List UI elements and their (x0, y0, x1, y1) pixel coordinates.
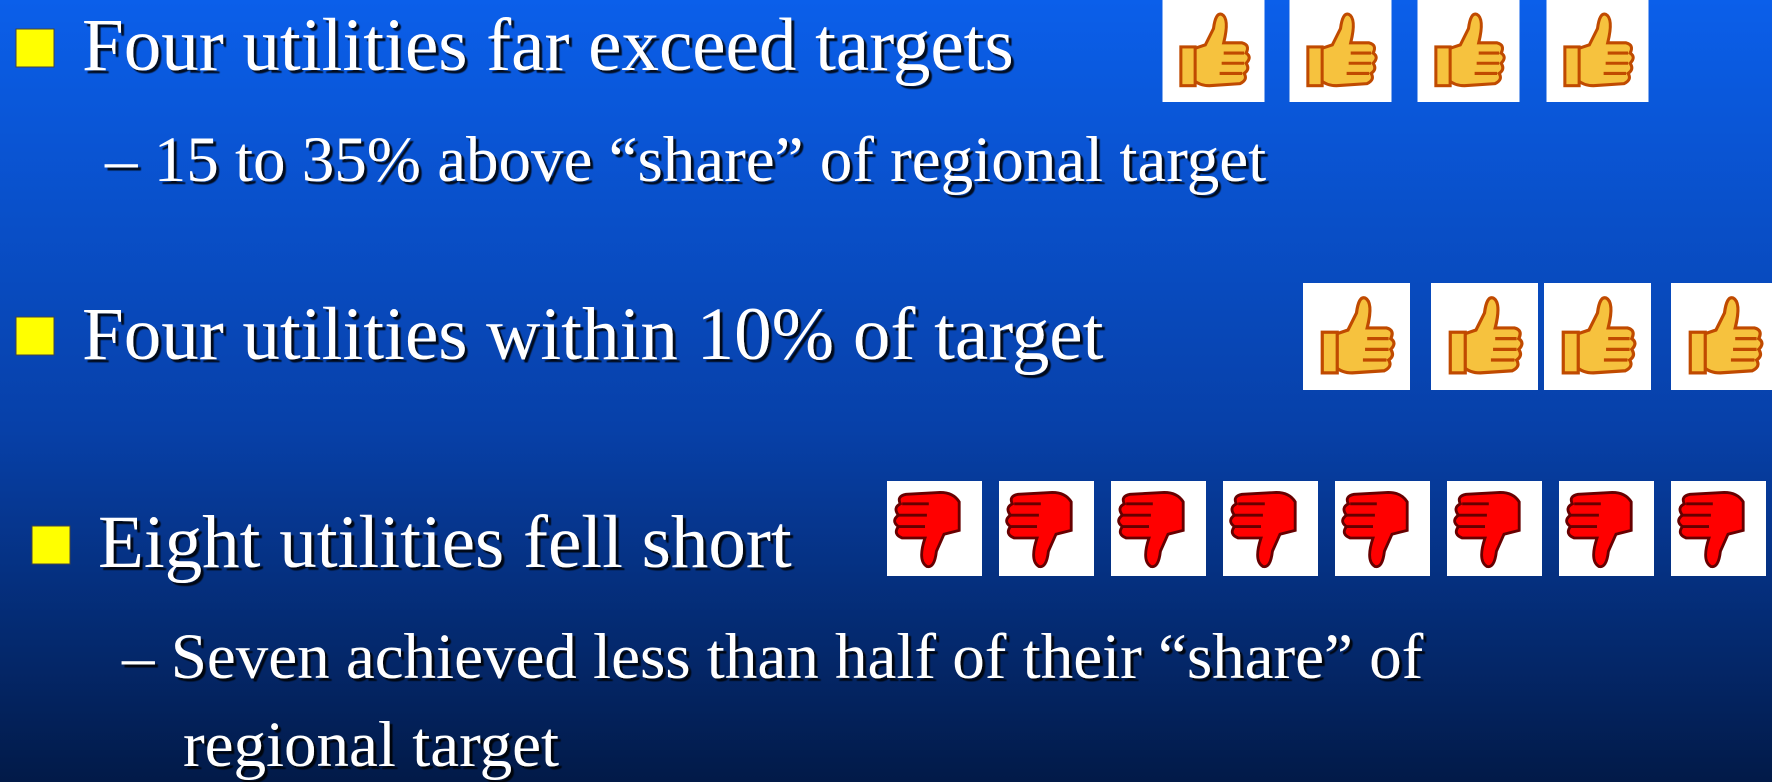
bullet-text: Four utilities within 10% of target (82, 293, 1104, 376)
thumbs-up-icon (1160, 0, 1267, 102)
thumbs-up-icon (1303, 283, 1410, 390)
thumbs-down-icon (999, 479, 1094, 578)
thumbs-down-icon (1223, 479, 1318, 578)
thumbs-up-icon (1544, 0, 1651, 102)
sub-bullet-text: – 15 to 35% above “share” of regional ta… (104, 124, 1266, 196)
thumbs-up-row (1303, 283, 1772, 390)
bullet-square (15, 316, 55, 356)
thumbs-down-icon (1111, 479, 1206, 578)
thumbs-up-icon (1287, 0, 1394, 102)
bullet-square (15, 28, 55, 68)
thumbs-down-icon (1559, 479, 1654, 578)
thumbs-down-icon (1447, 479, 1542, 578)
bullet-text: Eight utilities fell short (98, 501, 792, 584)
sub-bullet-text: – Seven achieved less than half of their… (121, 621, 1424, 693)
thumbs-up-icon (1431, 283, 1538, 390)
thumbs-up-icon (1415, 0, 1522, 102)
thumbs-down-icon (1335, 479, 1430, 578)
bullet-text: Four utilities far exceed targets (82, 4, 1014, 87)
thumbs-down-icon (1671, 479, 1766, 578)
thumbs-up-icon (1671, 283, 1772, 390)
sub-bullet-text: regional target (183, 709, 559, 781)
thumbs-down-icon (887, 479, 982, 578)
bullet-square (31, 525, 71, 565)
thumbs-up-icon (1544, 283, 1651, 390)
